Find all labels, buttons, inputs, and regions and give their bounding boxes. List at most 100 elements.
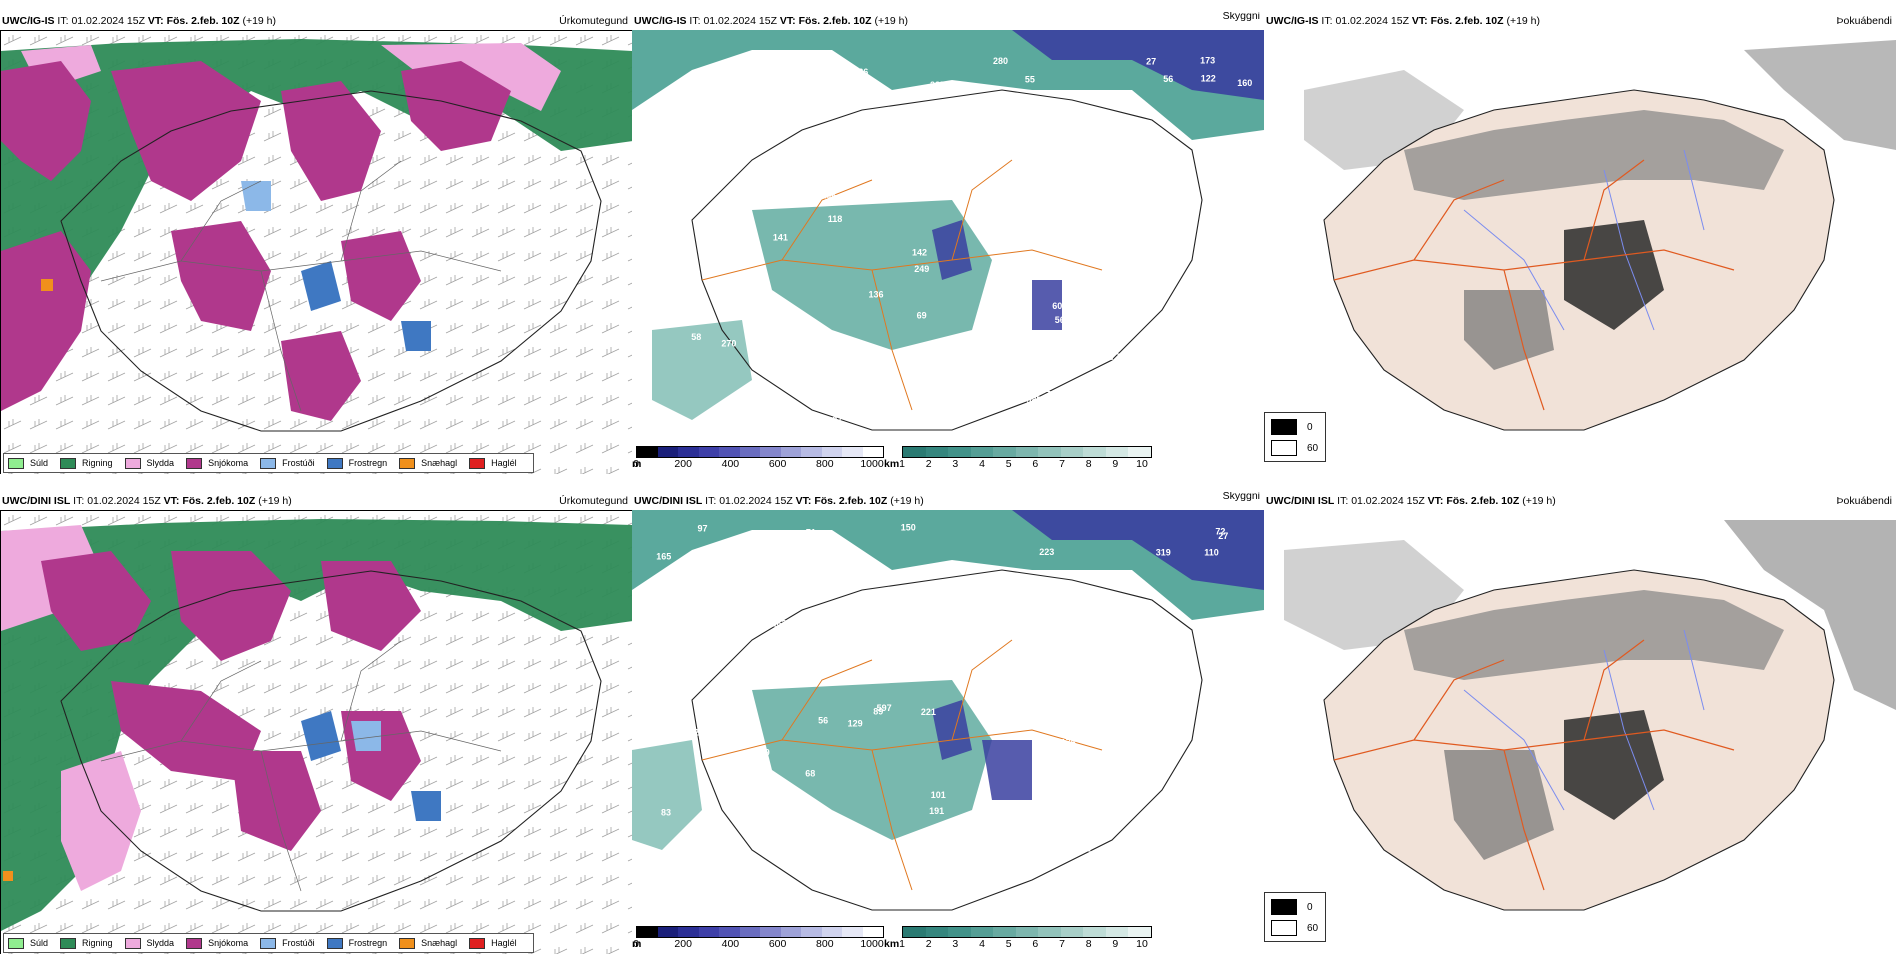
fog-shading-land-2 <box>1564 220 1664 330</box>
scale-segment <box>1083 927 1106 937</box>
cloudbase-visibility-map: 61 257 540 302 71 59 56 108 150 65 319 256 597 191 223… <box>632 510 1264 954</box>
cloudbase-value-label: 206 <box>1220 807 1235 817</box>
scale-segment <box>970 447 994 457</box>
cloudbase-value-label: 118 <box>828 214 843 224</box>
cloudbase-value-label: 58 <box>691 332 701 342</box>
scale-tick-label: 7 <box>1059 458 1065 470</box>
cloudbase-value-label: 28 <box>694 728 704 738</box>
precip-legend-item: Haglél <box>469 457 517 469</box>
model-name: UWC/IG-IS <box>1266 15 1319 27</box>
cloudbase-value-label: 308 <box>804 351 819 361</box>
valid-time: Fös. 2.feb. 10Z <box>1446 495 1520 507</box>
scale-tick-label: 200 <box>674 458 692 470</box>
cloudbase-value-label: 103 <box>1125 171 1140 181</box>
iceland-coastline <box>691 569 1203 911</box>
precip-legend-swatch <box>326 457 343 469</box>
cloudbase-value-label: 223 <box>1039 547 1054 557</box>
precip-legend-swatch <box>186 457 203 469</box>
precip-legend-item: Snjókoma <box>186 457 248 469</box>
fog-shading-sea-2 <box>1744 40 1896 150</box>
scale-tick-label: 4 <box>979 458 985 470</box>
cloudbase-value-label: 220 <box>723 871 738 881</box>
cloudbase-unit: m <box>632 458 642 470</box>
cloudbase-value-label: 42 <box>815 586 825 596</box>
iceland-coastline <box>60 90 602 432</box>
precip-legend-item: Snæhagl <box>399 937 457 949</box>
precip-legend-swatch <box>124 937 141 949</box>
scale-segment <box>698 447 719 457</box>
lead-time: (+19 h) <box>1522 495 1556 507</box>
fog-legend-item: 0 <box>1271 419 1313 435</box>
cloudbase-value-labels: 134 87 92 59 103 91 163 118 249 308 270 183 142 252 13… <box>659 55 1252 424</box>
panel-header: UWC/IG-IS IT: 01.02.2024 15Z VT: Fös. 2.… <box>632 12 1264 28</box>
cloudbase-value-label: 69 <box>917 311 927 321</box>
panel-title: Úrkomutegund <box>559 495 628 507</box>
cloudbase-value-label: 150 <box>901 522 916 532</box>
scale-segment <box>657 927 678 937</box>
cloudbase-value-label: 56 <box>1163 74 1173 84</box>
road-network <box>1333 159 1735 411</box>
init-time: 01.02.2024 15Z <box>703 15 777 27</box>
scale-tick-label: 2 <box>925 458 932 470</box>
scale-segment <box>1038 447 1061 457</box>
cloudbase-value-label: 113 <box>690 844 705 854</box>
vt-label: VT: <box>795 495 812 507</box>
precip-freezingrain-area <box>301 711 341 761</box>
fog-legend-label: 60 <box>1307 922 1319 934</box>
panel-title: Úrkomutegund <box>559 15 628 27</box>
lead-time: (+19 h) <box>242 15 277 27</box>
scale-segment <box>1105 927 1129 937</box>
scale-segment <box>637 927 658 937</box>
vt-label: VT: <box>163 495 180 507</box>
cloudbase-unit: m <box>632 938 642 950</box>
cloudbase-shading-2 <box>932 700 972 760</box>
scale-segment <box>993 447 1016 457</box>
valid-time: Fös. 2.feb. 10Z <box>798 15 872 27</box>
precip-legend-item: Frostúði <box>260 457 315 469</box>
cloudbase-value-label: 101 <box>931 790 946 800</box>
precip-snowpellet-spot <box>3 871 13 881</box>
cloudbase-value-label: 260 <box>985 875 1000 885</box>
init-time: 01.02.2024 15Z <box>87 495 161 507</box>
cloudbase-value-label: 113 <box>782 186 797 196</box>
cloudbase-value-label: 110 <box>1204 548 1219 558</box>
cloudbase-value-label: 173 <box>1200 55 1215 65</box>
cloudbase-value-label: 56 <box>1055 315 1065 325</box>
cloudbase-value-label: 209 <box>1048 632 1063 642</box>
cloudbase-value-label: 319 <box>1156 548 1171 558</box>
cloudbase-value-label: 183 <box>675 162 690 172</box>
precip-snow-area-7 <box>281 331 361 421</box>
it-label: IT: <box>57 15 69 27</box>
cloudbase-value-label: 165 <box>656 551 671 561</box>
cloudbase-value-label: 102 <box>1225 226 1240 236</box>
valid-time: Fös. 2.feb. 10Z <box>182 495 256 507</box>
road-network <box>100 160 502 412</box>
fog-legend-row1: 0 60 <box>1264 412 1326 462</box>
precip-legend-swatch <box>399 457 416 469</box>
vt-label: VT: <box>779 15 796 27</box>
cloudbase-value-label: 162 <box>1155 274 1170 284</box>
cloudbase-value-label: 46 <box>1010 715 1020 725</box>
iceland-coastline <box>691 89 1203 431</box>
cloudbase-value-label: 106 <box>712 886 727 896</box>
model-name: UWC/IG-IS <box>2 15 55 27</box>
precip-legend-label: Snæhagl <box>421 458 458 468</box>
scale-segment <box>657 447 678 457</box>
cloudbase-value-label: 302 <box>1076 844 1091 854</box>
scale-segment <box>780 447 801 457</box>
precip-legend-item: Rigning <box>60 457 113 469</box>
cloudbase-value-label: 21 <box>1148 854 1158 864</box>
cloudbase-visibility-map: 134 87 92 59 103 91 163 118 249 308 270 183 142 252 13… <box>632 30 1264 474</box>
cloudbase-value-label: 308 <box>863 356 878 366</box>
cloudbase-value-label: 27 <box>1146 57 1156 67</box>
precip-legend-item: Rigning <box>60 937 113 949</box>
precip-legend-swatch <box>399 937 416 949</box>
panel-precip-row2: UWC/DINI ISL IT: 01.02.2024 15Z VT: Fös.… <box>0 492 632 954</box>
fog-shading-sea-2 <box>1724 520 1896 710</box>
scale-segment <box>739 927 760 937</box>
cloudbase-visibility-legend: m 0 200 400 600 800 1000 km 1 2 3 4 5 6 7 8 9 10 <box>632 926 1264 954</box>
vt-label: VT: <box>147 15 164 27</box>
scale-segment <box>821 447 842 457</box>
scale-segment <box>719 927 740 937</box>
